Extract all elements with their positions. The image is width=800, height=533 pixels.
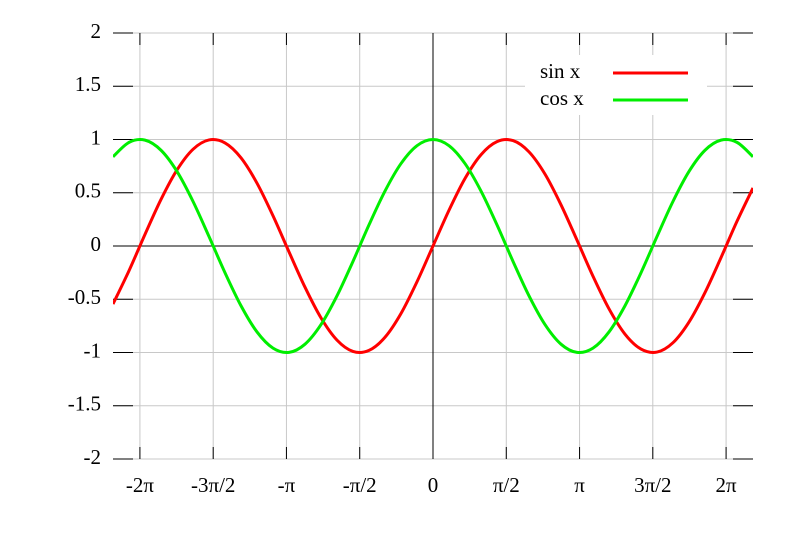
legend-label: sin x — [540, 59, 581, 83]
y-tick-label: -1 — [84, 338, 102, 362]
x-tick-label: -3π/2 — [191, 473, 235, 497]
y-tick-label: -2 — [84, 445, 102, 469]
y-tick-label: -0.5 — [68, 285, 101, 309]
y-tick-label: 0.5 — [75, 179, 101, 203]
x-tick-label: -2π — [126, 473, 154, 497]
y-tick-label: 1 — [91, 125, 102, 149]
x-tick-label: -π/2 — [343, 473, 377, 497]
y-tick-label: 2 — [91, 19, 102, 43]
x-tick-label: 0 — [428, 473, 439, 497]
y-tick-label: 0 — [91, 232, 102, 256]
x-tick-label: 2π — [716, 473, 738, 497]
x-tick-label: π — [574, 473, 585, 497]
x-tick-label: -π — [278, 473, 296, 497]
series-line — [113, 137, 753, 355]
legend-box — [525, 55, 707, 115]
y-tick-label: -1.5 — [68, 392, 101, 416]
legend-label: cos x — [540, 86, 584, 110]
series-line — [113, 138, 753, 354]
y-tick-label: 1.5 — [75, 72, 101, 96]
x-tick-label: π/2 — [493, 473, 520, 497]
x-tick-label: 3π/2 — [634, 473, 671, 497]
